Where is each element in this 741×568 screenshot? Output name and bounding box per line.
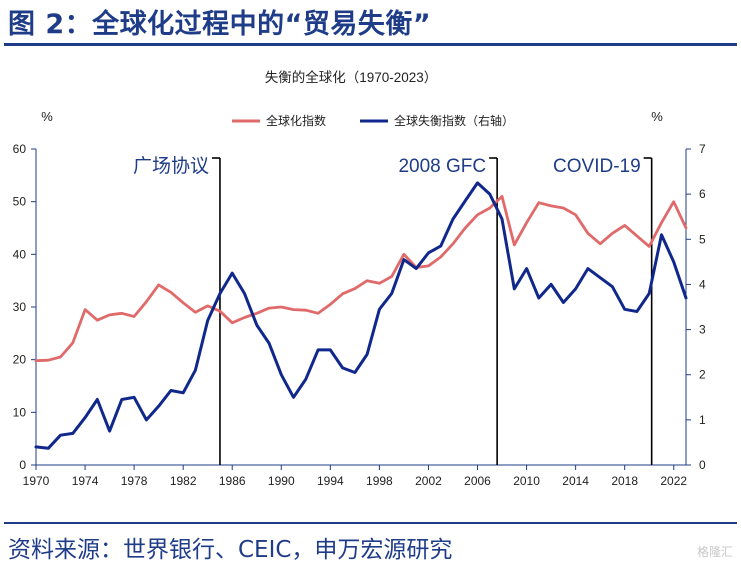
right-tick-label: 1 [699, 413, 706, 427]
left-tick-label: 20 [13, 353, 27, 367]
legend-label-imbalance: 全球失衡指数（右轴） [394, 113, 514, 128]
legend-item-globalization: 全球化指数 [232, 113, 326, 128]
figure-title: 图 2：全球化过程中的“贸易失衡” [8, 9, 432, 40]
x-tick-label: 2022 [660, 474, 687, 488]
source-rule [4, 522, 737, 524]
annotation-label: 广场协议 [133, 155, 209, 177]
x-tick-label: 1998 [366, 474, 393, 488]
legend-item-imbalance: 全球失衡指数（右轴） [360, 113, 514, 128]
x-tick-label: 2006 [464, 474, 491, 488]
legend: 全球化指数 全球失衡指数（右轴） [232, 113, 514, 128]
right-tick-label: 3 [699, 323, 706, 337]
left-axis-unit: % [41, 109, 53, 124]
watermark: 格隆汇 [696, 545, 733, 559]
axes: 0 10 20 30 40 50 60 0 1 2 3 4 5 6 7 1970 1974 1978 1982 198… [13, 142, 706, 488]
annotations: 广场协议 2008 GFC COVID-19 [133, 155, 653, 465]
right-tick-label: 5 [699, 232, 706, 246]
annotation-label: COVID-19 [553, 156, 641, 177]
globalization-series-line [34, 194, 688, 363]
right-tick-label: 0 [699, 458, 706, 472]
series-lines [34, 181, 688, 450]
x-tick-label: 1986 [219, 474, 246, 488]
legend-label-globalization: 全球化指数 [266, 113, 326, 128]
x-tick-label: 2002 [415, 474, 442, 488]
x-tick-label: 2018 [611, 474, 638, 488]
left-tick-label: 0 [19, 458, 26, 472]
right-tick-label: 7 [699, 142, 706, 156]
x-tick-label: 2014 [562, 474, 589, 488]
left-tick-label: 30 [13, 300, 27, 314]
x-tick-label: 1994 [317, 474, 344, 488]
annotation-label: 2008 GFC [398, 156, 486, 177]
x-tick-label: 2010 [513, 474, 540, 488]
x-tick-label: 1970 [23, 474, 50, 488]
right-axis-unit: % [651, 109, 663, 124]
right-tick-label: 4 [699, 277, 706, 291]
left-tick-label: 10 [13, 405, 27, 419]
imbalance-series-line [34, 181, 688, 450]
right-tick-label: 2 [699, 368, 706, 382]
x-tick-label: 1974 [72, 474, 99, 488]
right-tick-label: 6 [699, 187, 706, 201]
x-tick-label: 1990 [268, 474, 295, 488]
title-rule [4, 43, 737, 46]
left-tick-label: 50 [13, 195, 27, 209]
chart: 失衡的全球化（1970-2023） % % 全球化指数 全球失衡指数（右轴） 0… [13, 69, 706, 488]
x-tick-label: 1978 [121, 474, 148, 488]
left-tick-label: 40 [13, 247, 27, 261]
source-note: 资料来源：世界银行、CEIC，申万宏源研究 [8, 537, 453, 563]
chart-title: 失衡的全球化（1970-2023） [265, 69, 438, 85]
left-tick-label: 60 [13, 142, 27, 156]
x-tick-label: 1982 [170, 474, 197, 488]
